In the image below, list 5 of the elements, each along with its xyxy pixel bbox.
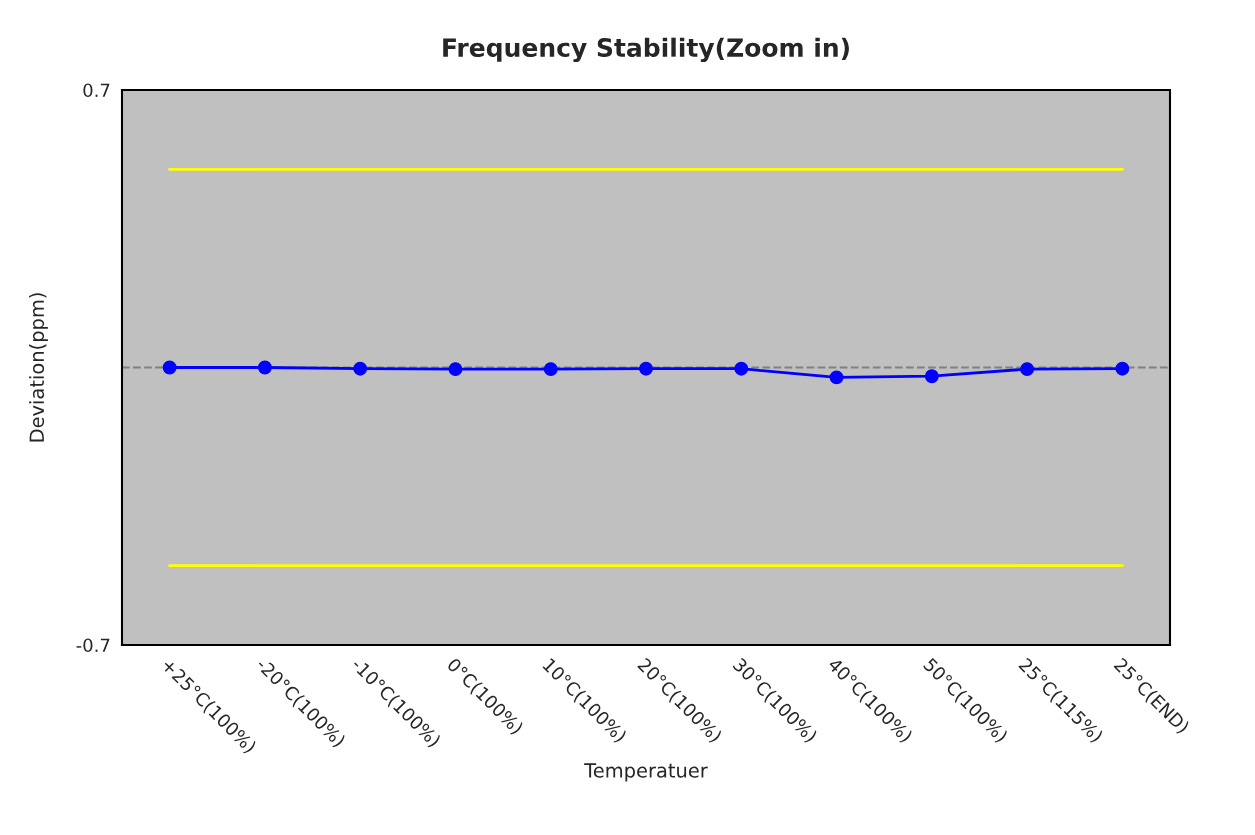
chart-title: Frequency Stability(Zoom in) [443,37,849,63]
x-axis-title: Temperatuer [584,763,708,782]
y-tick-label: 0.7 [83,83,110,98]
y-tick-label: -0.7 [76,638,110,653]
y-axis-title: Deviation(ppm) [29,293,48,442]
